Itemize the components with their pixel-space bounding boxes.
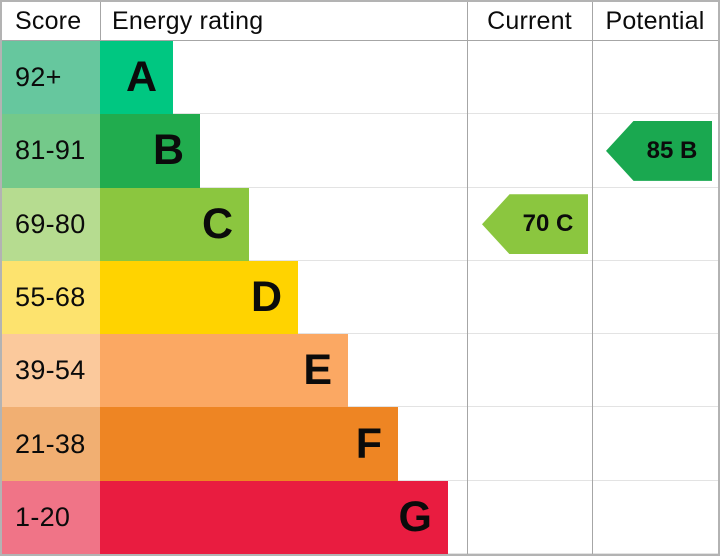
band-score-cell: 55-68 [2, 260, 100, 335]
potential-column-divider [592, 2, 593, 554]
band-row-e: 39-54 E [2, 334, 718, 408]
band-bar: B [100, 114, 200, 188]
band-row-g: 1-20 G [2, 480, 718, 554]
band-score-cell: 1-20 [2, 480, 100, 554]
band-row-a: 92+ A [2, 41, 718, 115]
band-bar: G [100, 480, 448, 554]
band-row-f: 21-38 F [2, 407, 718, 481]
band-score-cell: 39-54 [2, 334, 100, 408]
chart-header-row: Score Energy rating Current Potential [2, 2, 718, 41]
band-bar: C [100, 187, 249, 261]
current-column-divider [467, 2, 468, 554]
band-score-cell: 69-80 [2, 187, 100, 261]
band-bar: A [100, 41, 173, 115]
band-bar: F [100, 407, 398, 481]
score-column-header: Score [15, 6, 82, 35]
band-row-c: 69-80 C [2, 187, 718, 261]
band-row-b: 81-91 B [2, 114, 718, 188]
band-rows: 92+ A 81-91 B 69-80 C 55-68 D 39-54 E 21-38 F 1-20 G [2, 41, 718, 554]
band-row-d: 55-68 D [2, 260, 718, 335]
band-bar: E [100, 334, 348, 408]
potential-column-header: Potential [605, 6, 705, 35]
band-bar: D [100, 260, 298, 335]
score-column-divider [100, 2, 101, 40]
band-score-cell: 81-91 [2, 114, 100, 188]
energy-rating-column-header: Energy rating [112, 6, 264, 35]
band-score-cell: 92+ [2, 41, 100, 115]
current-column-header: Current [487, 6, 572, 35]
current-rating-label: 70 C [522, 210, 574, 238]
band-score-cell: 21-38 [2, 407, 100, 481]
potential-rating-label: 85 B [646, 136, 698, 164]
